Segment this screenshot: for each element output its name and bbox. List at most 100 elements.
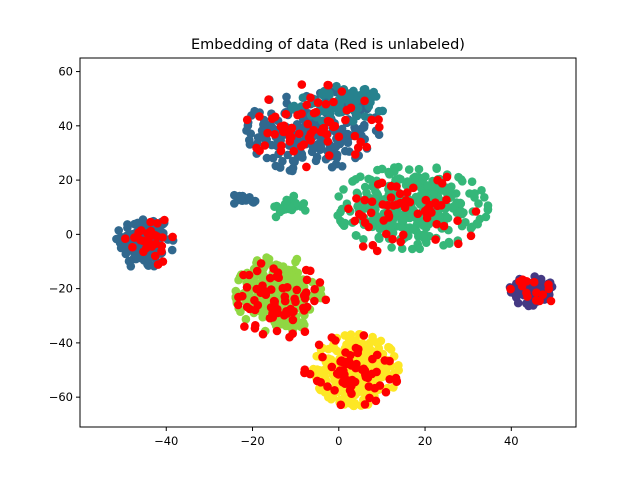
scatter-point: [302, 100, 312, 110]
scatter-point: [339, 185, 348, 194]
scatter-point: [316, 127, 326, 137]
data-points: [112, 80, 557, 411]
scatter-point: [112, 234, 121, 244]
scatter-point: [368, 215, 378, 224]
scatter-point: [327, 162, 337, 172]
scatter-point: [362, 142, 372, 152]
scatter-point: [358, 212, 367, 221]
scatter-point: [252, 266, 262, 276]
scatter-point: [513, 298, 523, 308]
scatter-point: [314, 340, 324, 350]
scatter-point: [136, 226, 146, 235]
scatter-point: [439, 221, 449, 231]
scatter-point: [395, 189, 405, 199]
scatter-point: [350, 131, 360, 141]
x-tick-label: 0: [335, 434, 342, 448]
scatter-point: [273, 304, 282, 314]
scatter-point: [270, 130, 280, 139]
scatter-point: [245, 135, 254, 145]
plot-frame: [79, 57, 577, 428]
scatter-point: [278, 283, 288, 293]
scatter-point: [264, 95, 273, 104]
scatter-point: [352, 359, 361, 369]
scatter-point: [415, 244, 425, 254]
scatter-point: [253, 133, 263, 142]
scatter-point: [368, 240, 378, 250]
x-tick-label: −20: [240, 434, 264, 448]
scatter-point: [374, 233, 384, 242]
scatter-point: [352, 194, 361, 203]
scatter-point: [364, 344, 373, 353]
scatter-point: [453, 216, 462, 225]
scatter-point: [130, 219, 139, 229]
scatter-point: [360, 400, 370, 409]
scatter-point: [344, 335, 354, 344]
scatter-point: [366, 175, 376, 185]
scatter-point: [250, 296, 259, 305]
scatter-point: [294, 129, 304, 139]
scatter-point: [153, 219, 162, 228]
scatter-point: [282, 92, 291, 102]
scatter-point: [421, 195, 431, 205]
scatter-point: [128, 242, 137, 252]
scatter-point: [431, 198, 440, 207]
scatter-point: [480, 193, 489, 202]
scatter-point: [309, 108, 319, 118]
scatter-point: [255, 146, 264, 155]
scatter-point: [360, 84, 370, 94]
scatter-point: [321, 295, 331, 305]
scatter-point: [334, 370, 343, 379]
scatter-point: [443, 213, 453, 223]
scatter-point: [168, 232, 177, 242]
scatter-point: [329, 97, 338, 107]
scatter-point: [377, 164, 387, 174]
scatter-point: [289, 146, 299, 156]
scatter-point: [311, 156, 321, 166]
scatter-point: [321, 99, 331, 109]
scatter-point: [375, 122, 384, 132]
x-axis: −40 −20 0 20 40: [154, 427, 519, 448]
y-tick-label: −60: [49, 390, 73, 404]
scatter-point: [401, 196, 411, 205]
scatter-point: [291, 297, 300, 307]
scatter-point: [414, 164, 424, 174]
scatter-point: [473, 219, 483, 229]
scatter-point: [330, 121, 340, 131]
scatter-point: [410, 172, 420, 182]
scatter-point: [167, 245, 177, 255]
scatter-point: [288, 156, 298, 166]
scatter-point: [341, 115, 350, 125]
scatter-point: [334, 132, 344, 141]
scatter-point: [306, 136, 316, 145]
scatter-point: [413, 209, 423, 219]
scatter-point: [242, 283, 252, 292]
scatter-point: [375, 381, 385, 390]
scatter-point: [153, 260, 163, 269]
scatter-point: [327, 333, 337, 342]
scatter-point: [438, 186, 448, 195]
scatter-point: [444, 237, 454, 247]
scatter-point: [306, 93, 315, 102]
scatter-point: [270, 297, 280, 306]
scatter-point: [258, 329, 268, 339]
scatter-point: [529, 277, 539, 287]
scatter-point: [263, 128, 272, 138]
scatter-point: [285, 137, 295, 146]
scatter-point: [324, 80, 333, 90]
scatter-point: [325, 90, 334, 100]
scatter-point: [233, 300, 243, 310]
scatter-point: [236, 195, 246, 205]
scatter-point: [378, 106, 388, 116]
scatter-point: [126, 262, 136, 271]
scatter-point: [326, 355, 336, 364]
scatter-point: [303, 119, 313, 129]
scatter-point: [409, 183, 418, 193]
scatter-point: [360, 96, 369, 106]
scatter-point: [333, 211, 343, 220]
scatter-point: [353, 348, 363, 358]
scatter-point: [371, 92, 381, 101]
scatter-point: [481, 212, 491, 222]
scatter-point: [372, 338, 381, 347]
scatter-point: [365, 393, 374, 403]
x-tick-label: 20: [418, 434, 433, 448]
